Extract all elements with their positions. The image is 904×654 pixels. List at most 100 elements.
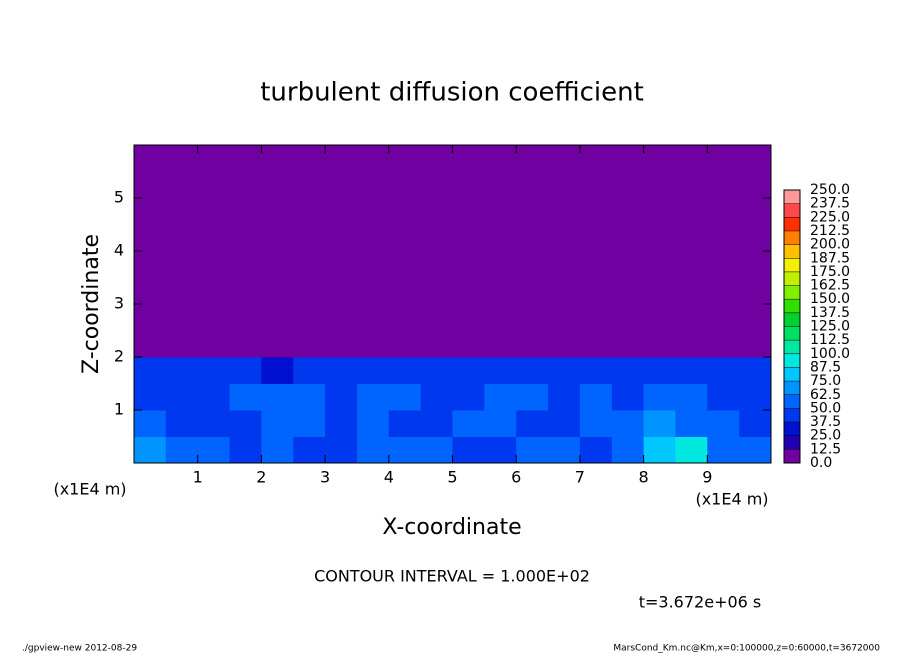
field-cell bbox=[325, 410, 358, 437]
field-cell bbox=[548, 330, 581, 358]
field-cell bbox=[484, 277, 517, 305]
field-cell bbox=[165, 436, 199, 464]
contour-interval: CONTOUR INTERVAL = 1.000E+02 bbox=[314, 567, 590, 586]
field-cell bbox=[356, 410, 390, 437]
field-cell bbox=[611, 171, 645, 199]
field-cell bbox=[261, 304, 294, 331]
field-cell bbox=[261, 145, 294, 172]
field-cell bbox=[643, 251, 676, 278]
field-cell bbox=[579, 330, 613, 358]
y-unit: (x1E4 m) bbox=[53, 480, 126, 499]
field-cell bbox=[261, 171, 294, 199]
field-cell bbox=[516, 251, 549, 278]
field-cell bbox=[293, 436, 326, 464]
colorbar-segment bbox=[784, 367, 800, 382]
field-cell bbox=[611, 198, 645, 225]
colorbar-label: 100.0 bbox=[810, 346, 850, 362]
field-cell bbox=[643, 145, 676, 172]
field-cell bbox=[388, 224, 422, 252]
field-cell bbox=[643, 410, 676, 437]
field-cell bbox=[229, 436, 262, 464]
colorbar-label: 0.0 bbox=[810, 455, 832, 471]
field-cell bbox=[165, 357, 199, 384]
field-cell bbox=[452, 224, 485, 252]
field-cell bbox=[452, 383, 485, 411]
colorbar-label: 175.0 bbox=[810, 264, 850, 280]
field-cell bbox=[165, 251, 199, 278]
field-cell bbox=[293, 198, 326, 225]
field-cell bbox=[643, 436, 676, 464]
field-cell bbox=[388, 251, 422, 278]
field-cell bbox=[675, 198, 708, 225]
field-cell bbox=[548, 224, 581, 252]
field-cell bbox=[325, 436, 358, 464]
field-cell bbox=[229, 277, 262, 305]
field-cell bbox=[356, 304, 390, 331]
x-tick-label: 3 bbox=[320, 468, 330, 487]
field-cell bbox=[356, 383, 390, 411]
field-cell bbox=[452, 436, 485, 464]
field-cell bbox=[388, 410, 422, 437]
colorbar-segment bbox=[784, 258, 800, 272]
field-cell bbox=[229, 251, 262, 278]
colorbar-segment bbox=[784, 190, 800, 204]
field-cell bbox=[452, 277, 485, 305]
field-cell bbox=[229, 145, 262, 172]
field-cell bbox=[420, 171, 453, 199]
field-cell bbox=[165, 171, 199, 199]
field-cell bbox=[293, 224, 326, 252]
field-cell bbox=[388, 171, 422, 199]
field-cell bbox=[516, 357, 549, 384]
field-cell bbox=[707, 410, 740, 437]
field-cell bbox=[579, 198, 613, 225]
colorbar-label: 137.5 bbox=[810, 305, 850, 321]
field-cell bbox=[707, 357, 740, 384]
field-cell bbox=[293, 410, 326, 437]
field-cell bbox=[388, 198, 422, 225]
field-cell bbox=[484, 171, 517, 199]
field-cell bbox=[739, 357, 772, 384]
field-cell bbox=[325, 251, 358, 278]
field-cell bbox=[261, 198, 294, 225]
footer-right: MarsCond_Km.nc@Km,x=0:100000,z=0:60000,t… bbox=[613, 644, 880, 654]
field-cell bbox=[197, 357, 231, 384]
field-cell bbox=[739, 251, 772, 278]
field-cell bbox=[356, 145, 390, 172]
field-cell bbox=[548, 410, 581, 437]
field-cell bbox=[643, 277, 676, 305]
field-cell bbox=[420, 251, 453, 278]
field-cell bbox=[420, 304, 453, 331]
field-cell bbox=[197, 277, 231, 305]
field-cell bbox=[739, 383, 772, 411]
field-cell bbox=[420, 330, 453, 358]
field-cell bbox=[611, 383, 645, 411]
field-cell bbox=[452, 357, 485, 384]
field-cell bbox=[579, 145, 613, 172]
y-tick-label: 5 bbox=[114, 188, 124, 207]
colorbar-segment bbox=[784, 340, 800, 354]
field-cell bbox=[197, 383, 231, 411]
field-cell bbox=[452, 198, 485, 225]
field-cell bbox=[675, 171, 708, 199]
field-cell bbox=[325, 357, 358, 384]
field-cell bbox=[325, 330, 358, 358]
field-cell bbox=[356, 330, 390, 358]
field-cell bbox=[739, 224, 772, 252]
field-cell bbox=[165, 410, 199, 437]
x-tick-label: 2 bbox=[256, 468, 266, 487]
field-cell bbox=[739, 171, 772, 199]
field-cell bbox=[388, 330, 422, 358]
colorbar-segment bbox=[784, 203, 800, 218]
field-cell bbox=[293, 145, 326, 172]
field-cell bbox=[548, 383, 581, 411]
field-cell bbox=[229, 383, 262, 411]
field-cell bbox=[293, 304, 326, 331]
field-cell bbox=[548, 198, 581, 225]
field-cell bbox=[548, 304, 581, 331]
field-cell bbox=[643, 357, 676, 384]
field-cell bbox=[388, 145, 422, 172]
colorbar-label: 25.0 bbox=[810, 428, 841, 444]
field-cell bbox=[356, 198, 390, 225]
